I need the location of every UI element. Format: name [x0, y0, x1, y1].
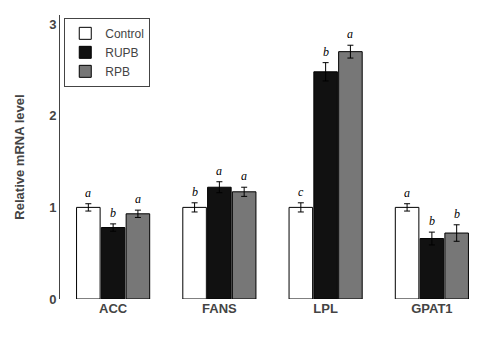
svg-text:ACC: ACC — [99, 301, 128, 316]
svg-text:b: b — [323, 45, 329, 59]
svg-text:a: a — [347, 27, 353, 41]
svg-text:RUPB: RUPB — [105, 46, 138, 60]
svg-text:0: 0 — [49, 292, 56, 307]
svg-text:Control: Control — [105, 27, 144, 41]
svg-text:b: b — [429, 214, 435, 228]
svg-text:a: a — [85, 186, 91, 200]
svg-text:FANS: FANS — [202, 301, 237, 316]
svg-text:1: 1 — [49, 200, 56, 215]
svg-text:c: c — [298, 185, 304, 199]
svg-text:Relative mRNA level: Relative mRNA level — [12, 94, 27, 219]
svg-text:a: a — [404, 186, 410, 200]
svg-text:3: 3 — [49, 17, 56, 32]
svg-text:b: b — [192, 185, 198, 199]
svg-text:a: a — [241, 169, 247, 183]
svg-text:b: b — [454, 207, 460, 221]
svg-text:RPB: RPB — [105, 65, 130, 79]
svg-text:a: a — [216, 164, 222, 178]
svg-text:a: a — [135, 192, 141, 206]
svg-text:2: 2 — [49, 108, 56, 123]
svg-text:LPL: LPL — [313, 301, 338, 316]
svg-text:b: b — [110, 206, 116, 220]
svg-text:GPAT1: GPAT1 — [411, 301, 452, 316]
